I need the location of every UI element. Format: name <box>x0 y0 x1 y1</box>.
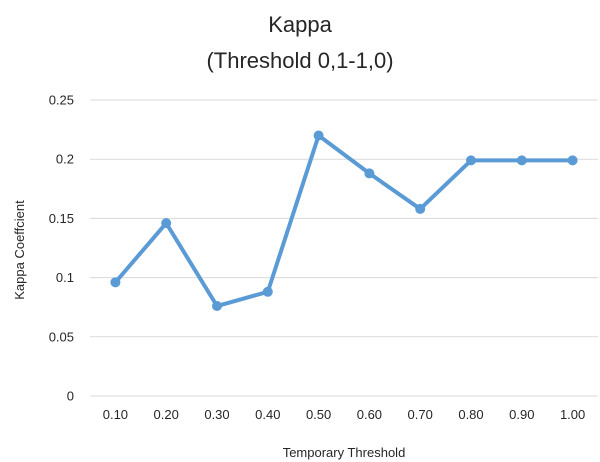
y-tick-label: 0.25 <box>49 93 74 108</box>
x-tick-label: 0.50 <box>306 407 331 422</box>
x-axis-tick-labels: 0.10 0.20 0.30 0.40 0.50 0.60 0.70 0.80 0.90 1.00 <box>103 407 586 422</box>
y-tick-label: 0.15 <box>49 211 74 226</box>
gridlines <box>90 99 598 397</box>
x-tick-label: 1.00 <box>560 407 585 422</box>
data-point-layer <box>110 130 578 312</box>
x-tick-label: 0.30 <box>204 407 229 422</box>
chart-subtitle: (Threshold 0,1-1,0) <box>206 48 393 73</box>
x-tick-label: 0.70 <box>408 407 433 422</box>
data-point <box>516 155 527 166</box>
data-point <box>415 203 426 214</box>
y-axis-title: Kappa Coeffcient <box>12 200 27 300</box>
x-tick-label: 0.90 <box>509 407 534 422</box>
chart-title: Kappa <box>268 12 332 37</box>
x-tick-label: 0.80 <box>458 407 483 422</box>
x-tick-label: 0.10 <box>103 407 128 422</box>
data-point <box>466 155 476 166</box>
x-tick-label: 0.60 <box>357 407 382 422</box>
data-point <box>567 155 578 166</box>
data-point <box>110 277 121 288</box>
x-tick-label: 0.20 <box>154 407 179 422</box>
data-point <box>161 218 172 229</box>
data-point <box>364 168 375 179</box>
y-tick-label: 0.1 <box>56 270 74 285</box>
x-tick-label: 0.40 <box>255 407 280 422</box>
y-tick-label: 0.2 <box>56 152 74 167</box>
series-line <box>113 133 575 309</box>
y-axis-tick-labels: 0 0.05 0.1 0.15 0.2 0.25 <box>49 93 74 404</box>
x-axis-title: Temporary Threshold <box>283 445 406 460</box>
series-line-layer <box>113 133 575 309</box>
data-point <box>212 301 222 312</box>
y-tick-label: 0.05 <box>49 329 74 344</box>
data-point <box>313 130 324 141</box>
data-point <box>262 286 273 297</box>
y-tick-label: 0 <box>67 389 74 404</box>
